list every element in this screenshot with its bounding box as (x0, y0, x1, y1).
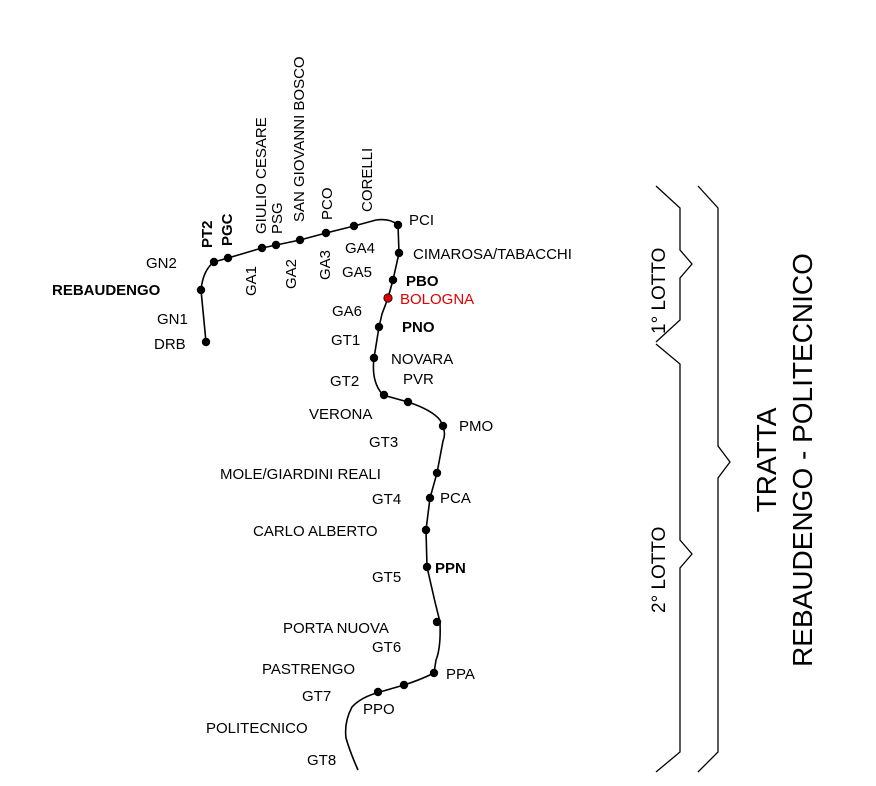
station-carlo-alberto (421, 525, 431, 535)
station-pt2 (209, 257, 219, 267)
label-psg: PSG (269, 202, 286, 234)
station-pgc (223, 253, 233, 263)
label-corelli: CORELLI (359, 148, 376, 212)
label-san-giovanni-bosco: SAN GIOVANNI BOSCO (291, 56, 308, 222)
label-ga2: GA2 (283, 259, 300, 289)
tratta-title-line2: REBAUDENGO - POLITECNICO (787, 253, 818, 667)
label-giulio-cesare: GIULIO CESARE (253, 117, 270, 234)
label-drb: DRB (154, 336, 186, 353)
label-carlo-alberto: CARLO ALBERTO (253, 523, 378, 540)
tratta-title-line1: TRATTA (751, 407, 782, 512)
label-ga5: GA5 (342, 264, 372, 281)
station-rebaudengo (196, 285, 206, 295)
tratta-brace (697, 185, 731, 773)
label-verona: VERONA (309, 406, 372, 423)
label-ppo: PPO (363, 701, 395, 718)
label-gt3: GT3 (369, 434, 398, 451)
station-pvr (403, 397, 413, 407)
station-psg (271, 240, 281, 250)
station-bologna (383, 293, 393, 303)
station-verona (379, 390, 389, 400)
station-mole-giardini-reali (432, 468, 442, 478)
station-pco (321, 228, 331, 238)
label-pvr: PVR (403, 371, 434, 388)
station-ppo (373, 687, 383, 697)
station-giulio-cesare (257, 243, 267, 253)
label-pno: PNO (402, 319, 435, 336)
label-pmo: PMO (459, 418, 493, 435)
label-gt2: GT2 (330, 373, 359, 390)
station-san-giovanni-bosco (295, 235, 305, 245)
station-corelli (349, 221, 359, 231)
station-pbo (388, 275, 398, 285)
station-ppn (422, 562, 432, 572)
station-pci (393, 220, 403, 230)
label-gn2: GN2 (146, 255, 177, 272)
station-cimarosa-tabacchi (394, 248, 404, 258)
label-ppn: PPN (435, 560, 466, 577)
lot2-brace (655, 343, 693, 773)
label-rebaudengo: REBAUDENGO (52, 282, 161, 299)
station-novara (369, 353, 379, 363)
station-drb (201, 337, 211, 347)
label-mole-giardini-reali: MOLE/GIARDINI REALI (220, 466, 381, 483)
station-pca (425, 493, 435, 503)
label-pastrengo: PASTRENGO (262, 661, 355, 678)
label-porta-nuova: PORTA NUOVA (283, 620, 389, 637)
station-ppa (429, 668, 439, 678)
lot1-label: 1° LOTTO (649, 248, 670, 334)
label-gt1: GT1 (331, 332, 360, 349)
label-gt5: GT5 (372, 569, 401, 586)
label-novara: NOVARA (391, 351, 453, 368)
route-line (200, 218, 446, 771)
label-gt7: GT7 (302, 688, 331, 705)
label-ga6: GA6 (332, 303, 362, 320)
label-ga3: GA3 (317, 250, 334, 280)
station-pno (374, 322, 384, 332)
label-ga4: GA4 (345, 240, 375, 257)
label-gt6: GT6 (372, 639, 401, 656)
label-bologna: BOLOGNA (400, 291, 474, 308)
station-pastrengo (399, 680, 409, 690)
label-pca: PCA (440, 490, 471, 507)
label-pco: PCO (319, 187, 336, 220)
station-pmo (438, 421, 448, 431)
label-politecnico: POLITECNICO (206, 720, 308, 737)
label-pgc: PGC (219, 213, 236, 246)
label-gn1: GN1 (157, 311, 188, 328)
station-porta-nuova (432, 617, 442, 627)
label-ppa: PPA (446, 666, 475, 683)
label-ga1: GA1 (243, 266, 260, 296)
label-gt4: GT4 (372, 491, 401, 508)
label-pci: PCI (409, 212, 434, 229)
label-gt8: GT8 (307, 752, 336, 769)
label-pbo: PBO (406, 273, 439, 290)
label-cimarosa-tabacchi: CIMAROSA/TABACCHI (413, 246, 572, 263)
label-pt2: PT2 (199, 220, 216, 248)
lot1-brace (655, 185, 693, 343)
lot2-label: 2° LOTTO (649, 527, 670, 613)
